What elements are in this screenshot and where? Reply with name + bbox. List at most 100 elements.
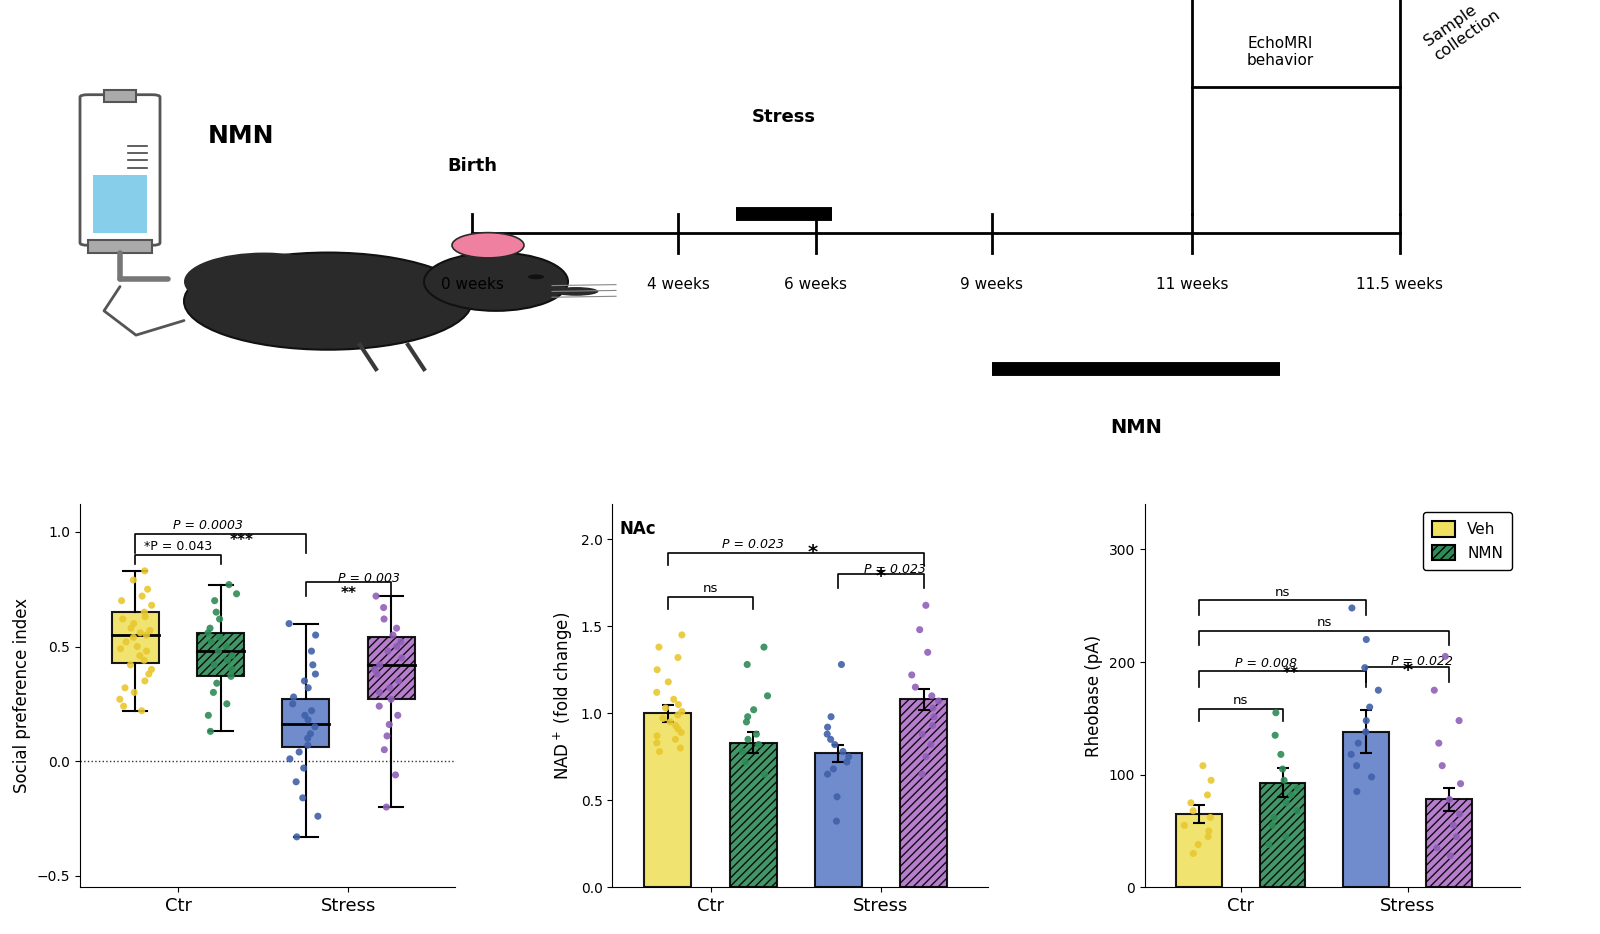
Point bbox=[662, 718, 688, 733]
Point bbox=[366, 658, 392, 672]
Text: ns: ns bbox=[1275, 586, 1290, 599]
Point bbox=[1446, 807, 1472, 822]
Point bbox=[134, 628, 160, 643]
Point bbox=[371, 600, 397, 615]
Point bbox=[290, 790, 315, 805]
Point bbox=[646, 744, 672, 759]
Text: **: ** bbox=[341, 586, 357, 601]
Point bbox=[206, 644, 232, 658]
Point bbox=[1178, 796, 1203, 811]
Point bbox=[202, 593, 227, 608]
Point bbox=[277, 616, 302, 631]
Point bbox=[814, 767, 840, 782]
Point bbox=[112, 680, 138, 695]
Point bbox=[206, 630, 232, 644]
Point bbox=[1432, 649, 1458, 664]
Point bbox=[216, 577, 242, 592]
Point bbox=[1354, 725, 1379, 740]
Point bbox=[202, 658, 227, 672]
Point bbox=[824, 814, 850, 828]
Point bbox=[829, 657, 854, 672]
Y-axis label: Rheobase (pA): Rheobase (pA) bbox=[1085, 635, 1104, 757]
Point bbox=[734, 709, 760, 724]
Text: 0 weeks: 0 weeks bbox=[440, 276, 504, 291]
Y-axis label: NAD$^+$ (fold change): NAD$^+$ (fold change) bbox=[552, 612, 576, 780]
Point bbox=[1272, 772, 1298, 787]
Point bbox=[1269, 747, 1294, 762]
Bar bbox=[112, 612, 158, 662]
Point bbox=[365, 667, 390, 682]
Point bbox=[645, 662, 670, 677]
Bar bbox=[1259, 783, 1306, 887]
Text: ns: ns bbox=[1317, 616, 1331, 630]
Point bbox=[1259, 818, 1285, 833]
Text: 11 weeks: 11 weeks bbox=[1155, 276, 1229, 291]
Point bbox=[286, 744, 312, 759]
Text: *: * bbox=[1403, 661, 1413, 680]
Point bbox=[814, 727, 840, 742]
Point bbox=[277, 752, 302, 767]
Point bbox=[1262, 728, 1288, 743]
Bar bbox=[104, 90, 136, 102]
Point bbox=[734, 657, 760, 672]
Point bbox=[120, 630, 146, 644]
Point bbox=[814, 720, 840, 735]
Ellipse shape bbox=[184, 252, 344, 311]
Point bbox=[366, 685, 392, 700]
Point bbox=[730, 744, 755, 759]
Ellipse shape bbox=[453, 233, 525, 258]
Point bbox=[920, 700, 946, 715]
Point bbox=[1443, 829, 1469, 844]
Point bbox=[302, 628, 328, 643]
Point bbox=[382, 768, 408, 783]
Point bbox=[110, 699, 136, 714]
Point bbox=[1440, 818, 1466, 833]
Point bbox=[645, 729, 670, 743]
Point bbox=[915, 644, 941, 659]
Ellipse shape bbox=[554, 287, 598, 296]
Point bbox=[363, 588, 389, 603]
Text: *: * bbox=[875, 567, 886, 587]
Point bbox=[746, 737, 771, 752]
FancyBboxPatch shape bbox=[80, 94, 160, 246]
Point bbox=[219, 662, 245, 677]
Point bbox=[139, 598, 165, 613]
Ellipse shape bbox=[424, 252, 568, 311]
Point bbox=[667, 741, 693, 756]
Point bbox=[118, 621, 144, 636]
Point bbox=[133, 673, 158, 688]
Point bbox=[378, 680, 403, 695]
Point bbox=[914, 749, 939, 764]
Point bbox=[1278, 787, 1304, 802]
Text: ns: ns bbox=[1234, 694, 1248, 707]
Point bbox=[283, 774, 309, 789]
Point bbox=[750, 640, 776, 655]
Point bbox=[1346, 736, 1371, 751]
Point bbox=[1181, 803, 1206, 818]
Point bbox=[1274, 829, 1299, 844]
Point bbox=[198, 634, 224, 649]
Text: 9 weeks: 9 weeks bbox=[960, 276, 1024, 291]
Point bbox=[1344, 758, 1370, 773]
Point bbox=[1262, 705, 1288, 720]
Point bbox=[298, 727, 323, 742]
Point bbox=[834, 755, 859, 770]
Point bbox=[1285, 803, 1310, 818]
Point bbox=[744, 727, 770, 742]
Point bbox=[1270, 761, 1296, 776]
Bar bbox=[368, 637, 414, 700]
Point bbox=[214, 697, 240, 712]
Point bbox=[1354, 632, 1379, 647]
Point bbox=[122, 685, 147, 700]
Point bbox=[280, 689, 306, 704]
Point bbox=[366, 699, 392, 714]
Point bbox=[120, 573, 146, 587]
Point bbox=[291, 760, 317, 775]
Text: P = 0.0003: P = 0.0003 bbox=[173, 519, 243, 531]
Point bbox=[1357, 700, 1382, 715]
Point bbox=[195, 708, 221, 723]
Point bbox=[301, 658, 326, 672]
Point bbox=[139, 662, 165, 677]
Text: Birth: Birth bbox=[446, 157, 498, 175]
Point bbox=[1358, 770, 1384, 785]
